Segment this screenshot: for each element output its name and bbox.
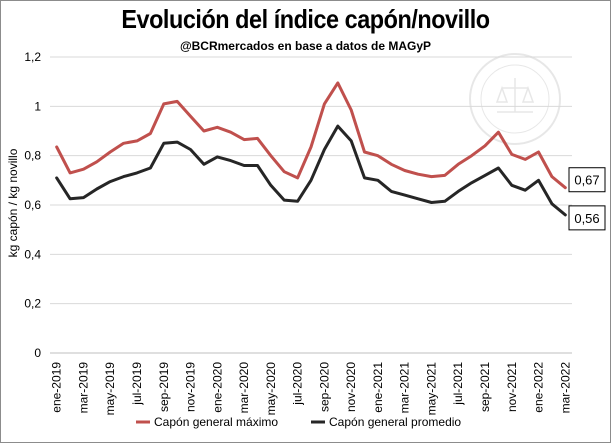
gridlines: [50, 56, 572, 354]
chart-title: Evolución del índice capón/novillo: [121, 4, 490, 34]
x-tick-label: ene-2022: [532, 362, 546, 413]
x-tick-label: mar-2019: [76, 362, 90, 414]
bolsa-de-comercio-seal-watermark: [469, 53, 561, 145]
x-tick-label: nov-2020: [344, 362, 358, 412]
y-tick-label: 0,4: [24, 247, 41, 261]
x-tick-label: jul-2021: [451, 362, 465, 406]
legend: Capón general máximo Capón general promed…: [136, 415, 461, 429]
x-tick-label: jul-2019: [130, 362, 144, 406]
x-tick-label: sep-2020: [317, 362, 331, 412]
x-tick-label: may-2021: [424, 362, 438, 416]
legend-item: Capón general máximo: [136, 415, 278, 429]
y-tick-label: 0,8: [24, 149, 41, 163]
y-tick-label: 0,2: [24, 297, 41, 311]
x-tick-label: nov-2019: [184, 362, 198, 412]
x-tick-label: ene-2019: [50, 362, 64, 413]
callout-value: 0,67: [574, 173, 599, 188]
x-tick-label: ene-2020: [210, 362, 224, 413]
x-tick-label: ene-2021: [371, 362, 385, 413]
x-tick-label: may-2019: [103, 362, 117, 416]
series-line-capon-general-promedio: [55, 124, 567, 217]
callout-value: 0,56: [574, 211, 599, 226]
x-tick-label: sep-2019: [157, 362, 171, 412]
legend-label: Capón general máximo: [154, 415, 278, 429]
chart-subtitle: @BCRmercados en base a datos de MAGyP: [179, 39, 432, 53]
y-tick-label: 0: [34, 346, 41, 360]
series-line-capon-general-maximo: [55, 81, 567, 190]
x-tick-label: nov-2021: [505, 362, 519, 412]
x-tick-label: may-2020: [264, 362, 278, 416]
end-value-callouts: 0,67 0,56: [568, 167, 606, 231]
y-tick-label: 0,6: [24, 198, 41, 212]
y-tick-label: 1: [34, 99, 41, 113]
callout-box: [568, 167, 606, 193]
legend-item: Capón general promedio: [311, 415, 461, 429]
x-tick-label: sep-2021: [478, 362, 492, 412]
series-lines: [55, 81, 567, 217]
y-tick-label: 1,2: [24, 50, 41, 64]
end-value-callout: 0,67: [568, 167, 606, 193]
y-axis-ticks: 0 0,2 0,4 0,6 0,8 1 1,2: [24, 50, 41, 360]
legend-label: Capón general promedio: [329, 415, 461, 429]
x-tick-label: jul-2020: [291, 362, 305, 406]
x-tick-label: mar-2022: [558, 362, 572, 414]
x-tick-label: mar-2021: [398, 362, 412, 414]
end-value-callout: 0,56: [568, 205, 606, 231]
x-tick-label: mar-2020: [237, 362, 251, 414]
y-axis-label: kg capón / kg novillo: [6, 148, 20, 257]
callout-box: [568, 205, 606, 231]
x-axis-ticks: ene-2019 mar-2019 may-2019 jul-2019 sep-2019…: [50, 362, 573, 416]
